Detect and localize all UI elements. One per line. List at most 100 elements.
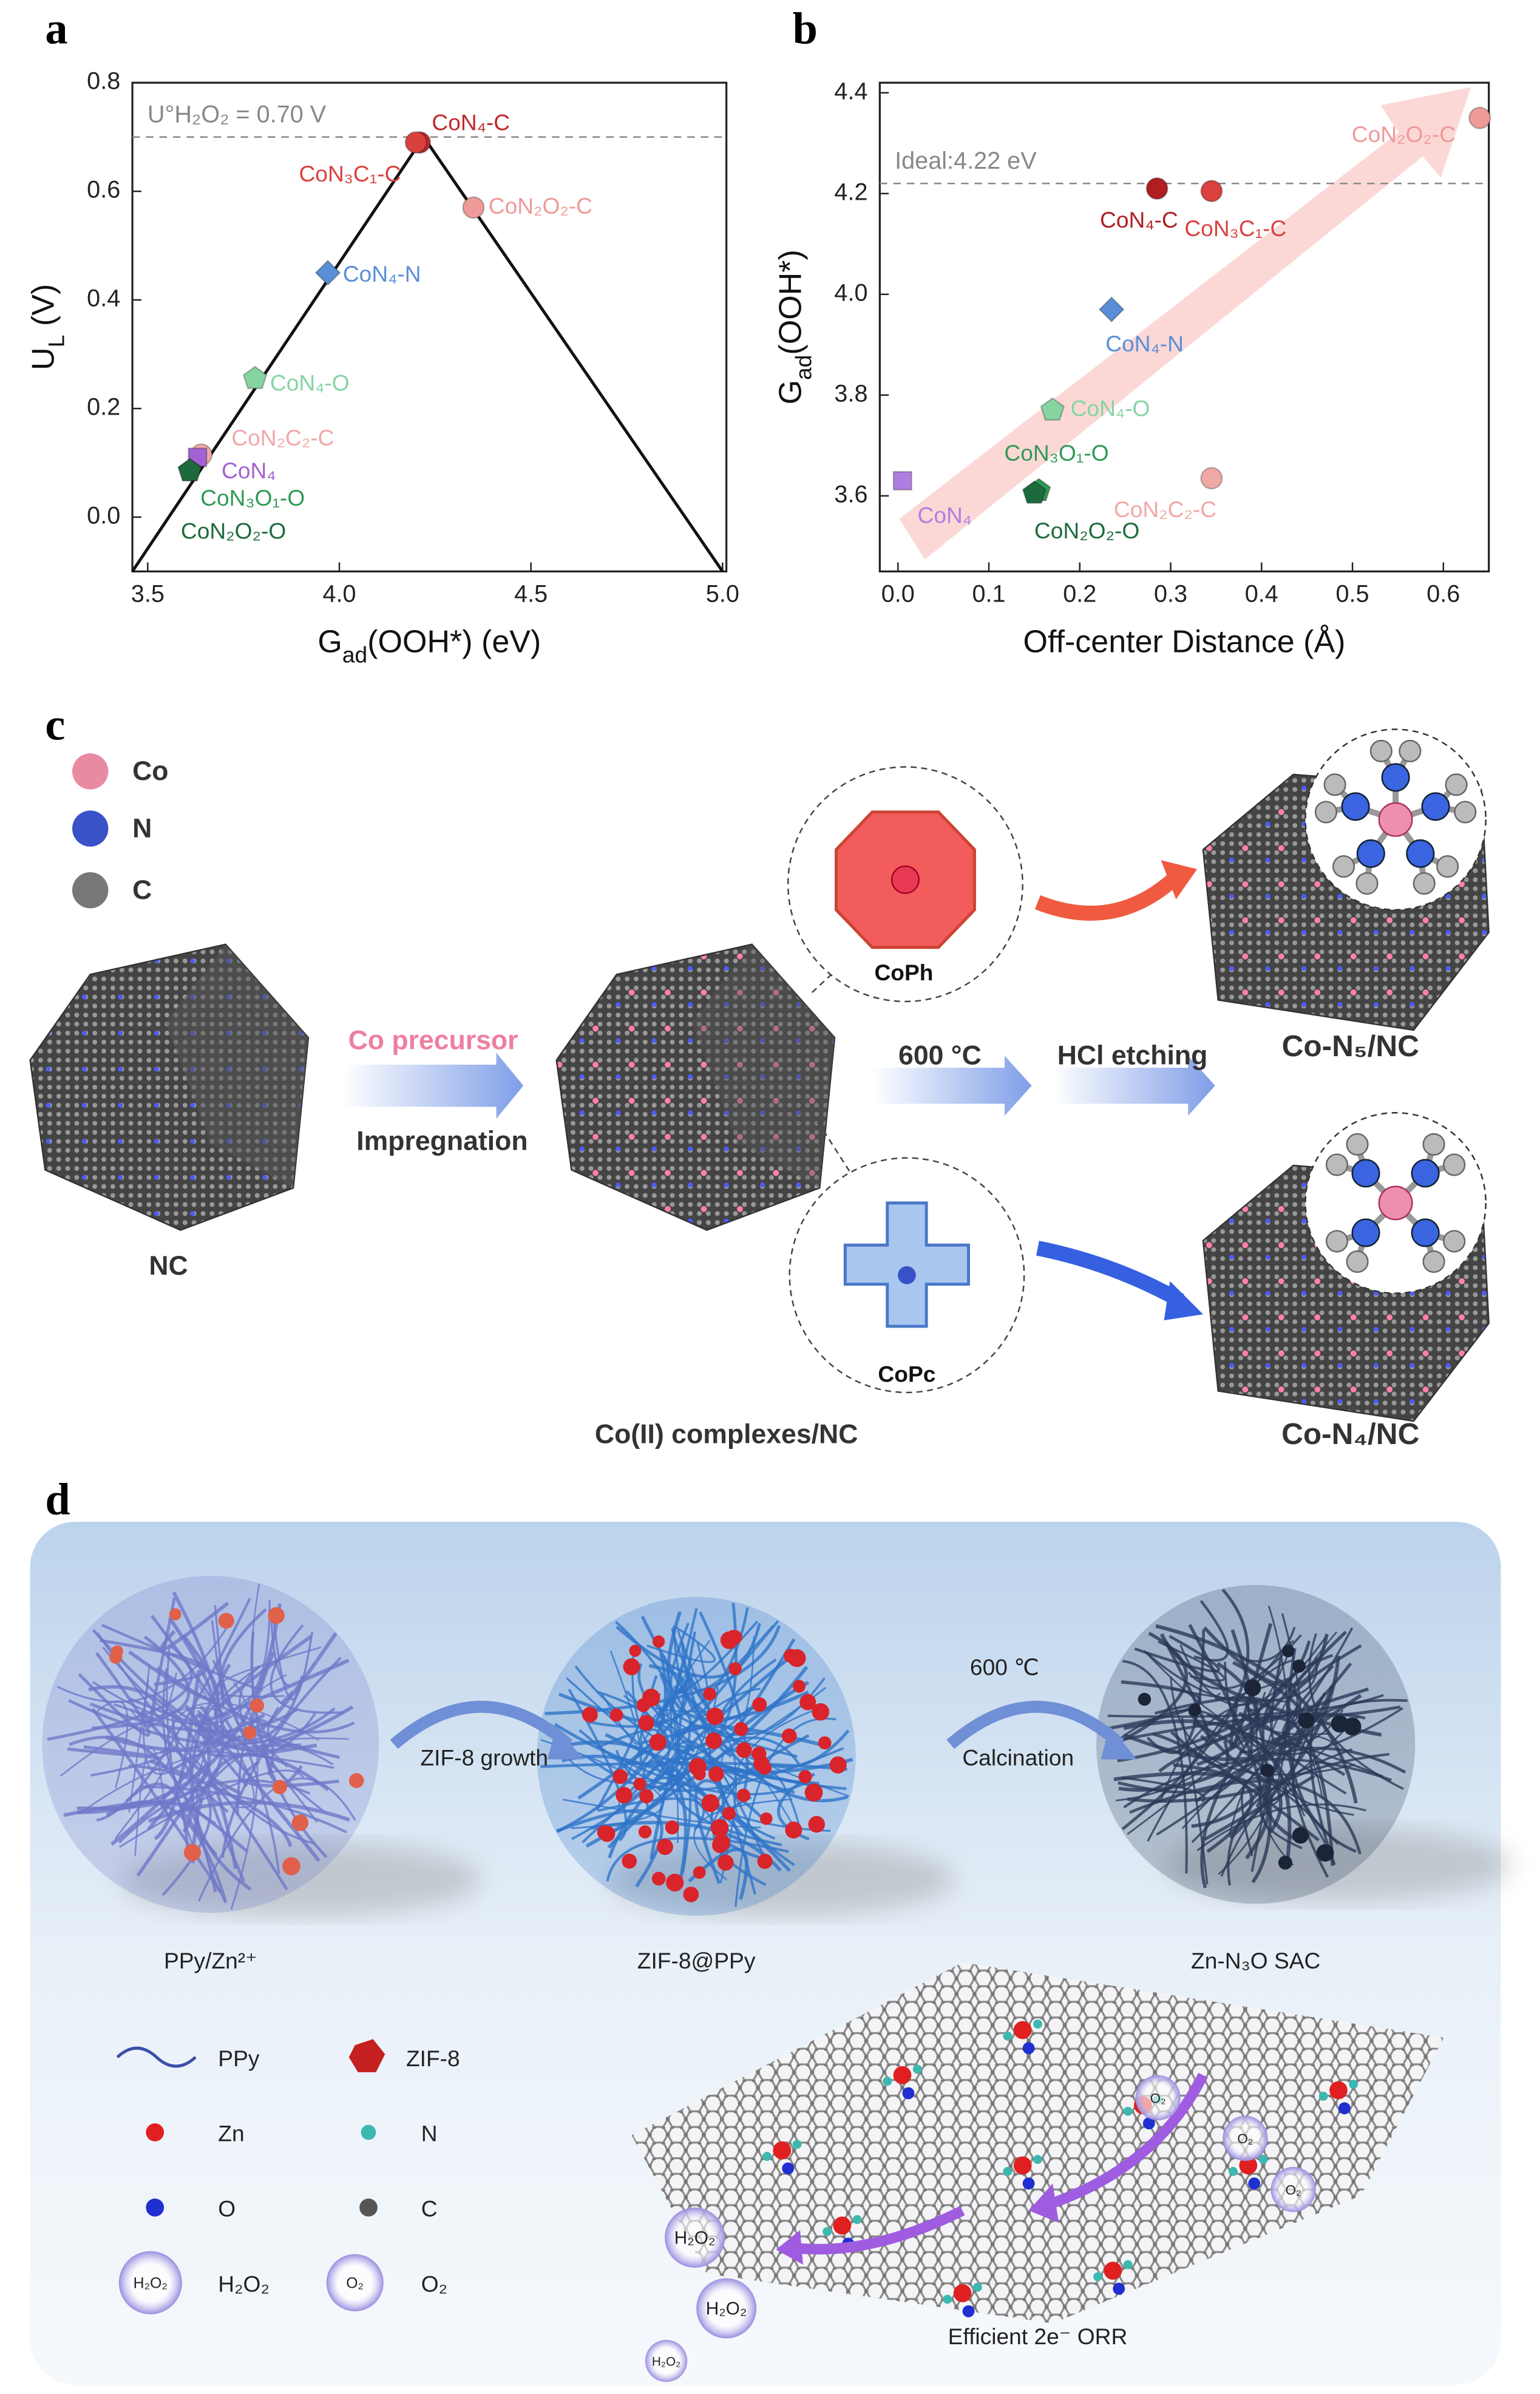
point-label: CoN₄-C [1100,207,1178,232]
stage-label: Zn-N₃O SAC [1191,1948,1320,1973]
particle [710,1819,729,1837]
fiber [162,1668,217,1825]
bubble-label: H₂O₂ [706,2299,747,2319]
c-atom [1369,739,1392,762]
arrowhead [547,1726,584,1760]
facet [691,944,835,1189]
particle [633,1777,646,1791]
fiber [148,1749,335,1769]
fiber [77,1603,282,1814]
fiber [110,1705,212,1846]
fiber [92,1629,304,1742]
particle [758,1761,772,1775]
step-label: Co precursor [348,1026,518,1056]
fiber [129,1697,240,1740]
bubble-label: H₂O₂ [674,2228,716,2248]
point-label: CoN₂C₂-C [1114,497,1216,522]
legend-label: C [132,875,152,905]
n-atom [1351,1159,1380,1188]
point-label: CoN₂O₂-O [1034,518,1139,543]
particle [818,1736,832,1750]
fiber [1250,1736,1323,1799]
particle [1244,1679,1261,1697]
arrow [872,1056,1032,1116]
particle [708,1766,724,1782]
ylabel: UL (V) [25,284,69,370]
step-label: HCl etching [1057,1040,1208,1070]
particle [657,1839,673,1856]
c-atom [1355,872,1379,895]
y-tick-label: 4.0 [834,279,867,306]
particle [788,1649,806,1667]
fiber [1258,1631,1337,1866]
fiber [1152,1732,1320,1842]
legend-c [72,872,109,909]
fiber [100,1639,207,1686]
particle [638,1825,652,1839]
c-atom [1413,872,1436,895]
o-atom [1113,2282,1125,2295]
n-atom [1349,2080,1359,2089]
plot-frame [878,81,1490,573]
point-label: CoN₃O₁-O [1004,440,1108,466]
product-label: Co-N₅/NC [1282,1029,1419,1063]
particle [808,1816,826,1833]
step-label: Impregnation [356,1127,527,1156]
fiber [1196,1803,1366,1851]
n-atom [1381,763,1410,792]
n-atom [972,2282,982,2292]
particle [1188,1703,1201,1717]
fiber [1118,1700,1253,1794]
data-point [462,196,485,219]
n-atom [1003,2031,1013,2041]
data-point [1098,296,1125,323]
fiber [1287,1648,1357,1853]
bubble-label: O₂ [1150,2091,1166,2106]
fiber [1159,1699,1287,1802]
fiber [1191,1714,1292,1828]
o-atom [1338,2102,1351,2115]
o-atom [1022,2042,1035,2055]
c-atom [1399,739,1422,762]
fiber [96,1632,316,1845]
c-atom [1454,801,1477,824]
zn-atom [1329,2081,1348,2100]
label-part: L [43,335,69,348]
fiber [188,1665,261,1803]
particle [348,1773,364,1788]
ball-stick [1314,739,1477,1273]
c-atom [1325,1153,1349,1176]
reference-label: U°H₂O₂ = 0.70 V [148,101,327,128]
legend-label: N [132,813,152,843]
fiber [606,1836,789,1882]
legend-bubble [326,2254,384,2311]
point-label: CoN₄-N [343,261,421,287]
y-tick-label: 3.6 [834,481,867,507]
n-atom [1351,1218,1380,1247]
c-atom [1332,855,1355,878]
particle [616,1786,633,1804]
particle [582,1706,598,1723]
point-label: CoN₃O₁-O [200,485,305,510]
xlabel: Off-center Distance (Å) [1023,624,1346,659]
zn-atom [1104,2261,1122,2280]
fiber [148,1800,350,1823]
panel-d: d ZIF-8 growth 600 ℃ Calcination PPy/Zn²… [30,1474,1511,2386]
point-label: CoN₂O₂-C [1352,121,1456,147]
fiber [249,1632,338,1734]
product-label: Co-N₄/NC [1281,1417,1419,1451]
particle [804,1783,823,1802]
legend-n [72,810,109,847]
fiber [91,1707,222,1894]
fiber [79,1737,349,1814]
nc-label: NC [149,1251,188,1281]
particle [785,1821,802,1839]
particle [1316,1844,1334,1862]
x-tick-label: 5.0 [706,581,739,608]
particle [799,1694,816,1711]
fiber [554,1672,680,1768]
n-atom [1411,1218,1440,1247]
c-atom [1314,801,1338,824]
step-label: ZIF-8 growth [420,1745,548,1770]
bubble-label: H₂O₂ [652,2355,680,2369]
